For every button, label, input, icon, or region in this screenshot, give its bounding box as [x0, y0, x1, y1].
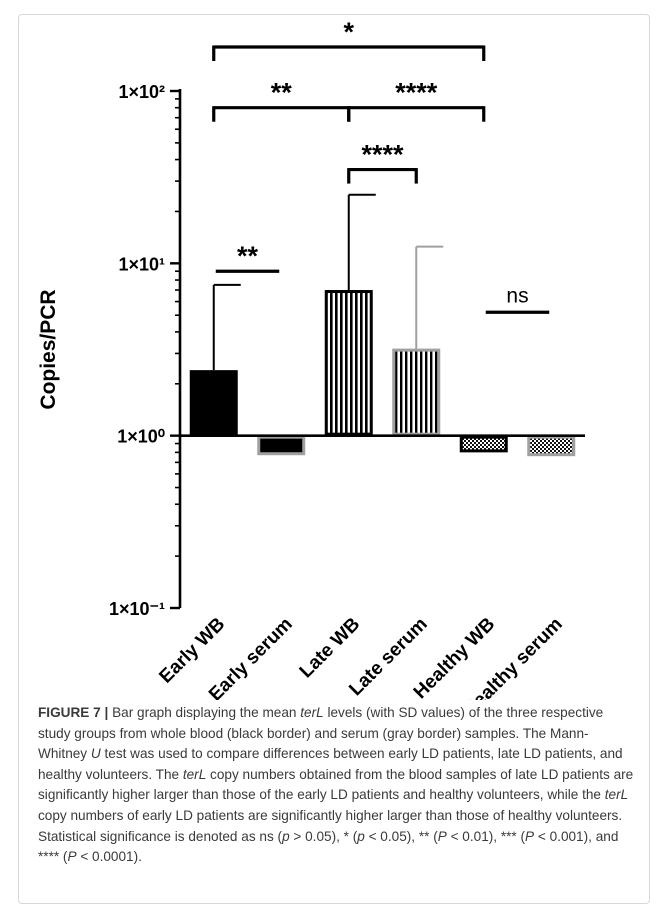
- figure-caption: FIGURE 7 | Bar graph displaying the mean…: [38, 703, 634, 868]
- bar-early-serum: [257, 435, 306, 456]
- caption-run: < 0.001), and **** (: [38, 828, 619, 865]
- y-tick-label: 1×10²: [118, 82, 165, 102]
- caption-run: P: [67, 849, 77, 865]
- y-tick-label: 1×10⁰: [117, 427, 165, 447]
- figure-label: FIGURE 7: [38, 705, 101, 720]
- y-tick-label: 1×10¹: [118, 254, 165, 274]
- caption-run: levels (with SD values) of the three res…: [38, 705, 604, 762]
- caption-run: terL: [300, 705, 324, 720]
- caption-run: Bar graph displaying the mean: [112, 705, 301, 720]
- caption-text: Bar graph displaying the mean terL level…: [38, 705, 633, 864]
- y-axis-title: Copies/PCR: [37, 289, 60, 409]
- bar-early-wb: [189, 370, 238, 436]
- y-tick-label: 1×10⁻¹: [109, 599, 165, 619]
- caption-run: < 0.01), *** (: [446, 828, 526, 844]
- significance-label: *: [343, 17, 354, 47]
- caption-run: < 0.0001).: [76, 849, 142, 865]
- figure-frame: [18, 14, 650, 904]
- caption-run: copy numbers of early LD patients are si…: [38, 807, 623, 844]
- caption-run: < 0.05), ** (: [364, 828, 438, 844]
- axes: [170, 89, 182, 610]
- bar-healthy-serum: [527, 435, 576, 457]
- caption-run: p: [282, 828, 290, 844]
- significance-brackets: *** **********ns: [212, 17, 550, 314]
- caption-run: copy numbers obtained from the blood sam…: [38, 766, 634, 803]
- caption-run: P: [437, 828, 447, 844]
- caption-run: test was used to compare differences bet…: [38, 746, 623, 782]
- significance-label: ****: [395, 78, 438, 108]
- significance-label: **: [271, 78, 293, 108]
- caption-separator: |: [104, 705, 113, 720]
- caption-run: p: [357, 828, 365, 844]
- caption-run: P: [525, 828, 535, 844]
- significance-label: ns: [506, 284, 528, 307]
- bar-late-wb: [324, 290, 373, 436]
- significance-label: **: [237, 241, 259, 271]
- bar-late-serum: [392, 348, 441, 436]
- bars: [180, 193, 585, 457]
- caption-run: terL: [182, 766, 207, 782]
- caption-run: terL: [604, 787, 629, 803]
- caption-run: > 0.05), * (: [289, 828, 358, 844]
- x-tick-label: Late WB: [296, 614, 365, 683]
- caption-run: U: [90, 746, 101, 762]
- significance-label: ****: [361, 140, 404, 170]
- bar-chart: *** **********ns 1×10²1×10¹1×10⁰1×10⁻¹Cop…: [37, 17, 585, 700]
- bar-healthy-wb: [459, 435, 508, 453]
